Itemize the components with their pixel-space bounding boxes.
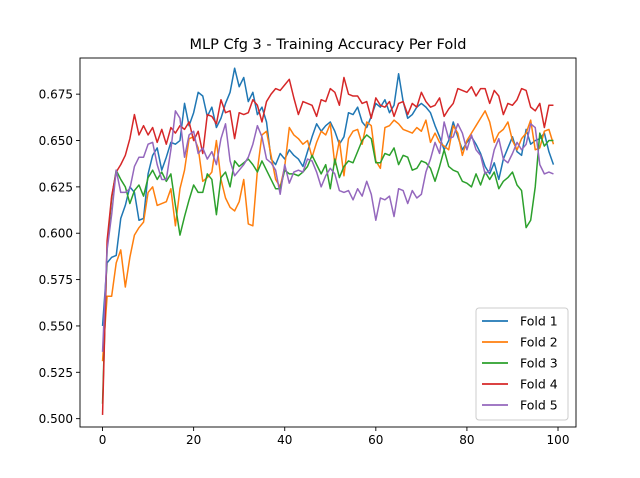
series-line-fold-4 (101, 76, 554, 415)
y-tick-label: 0.575 (39, 273, 73, 287)
series-line-fold-3 (101, 132, 554, 404)
x-axis: 0 20 40 60 80 100 (99, 427, 570, 447)
x-tick-label: 80 (459, 433, 474, 447)
y-axis: 0.500 0.525 0.550 0.575 0.600 0.625 0.650 0.675 (39, 88, 80, 426)
x-tick-label: 20 (186, 433, 201, 447)
legend-label-fold-2: Fold 2 (520, 335, 558, 350)
legend-label-fold-1: Fold 1 (520, 314, 558, 329)
x-tick-label: 60 (368, 433, 383, 447)
legend-label-fold-4: Fold 4 (520, 377, 558, 392)
chart-title: MLP Cfg 3 - Training Accuracy Per Fold (190, 37, 467, 53)
series-line-fold-2 (101, 110, 555, 362)
y-tick-label: 0.675 (39, 88, 73, 102)
y-tick-label: 0.550 (39, 319, 73, 333)
series-line-fold-5 (101, 110, 554, 352)
series-line-fold-1 (101, 67, 555, 326)
axes-frame (79, 57, 577, 428)
x-tick-label: 40 (277, 433, 292, 447)
y-tick-label: 0.500 (39, 412, 73, 426)
legend-label-fold-3: Fold 3 (520, 356, 558, 371)
y-tick-label: 0.625 (39, 180, 73, 194)
x-tick-label: 0 (99, 433, 107, 447)
legend-label-fold-5: Fold 5 (520, 398, 558, 413)
y-tick-label: 0.525 (39, 366, 73, 380)
plot-lines (101, 67, 555, 415)
legend: Fold 1 Fold 2 Fold 3 Fold 4 Fold 5 (475, 307, 569, 421)
x-tick-label: 100 (547, 433, 570, 447)
y-tick-label: 0.600 (39, 227, 73, 241)
legend-box (475, 307, 569, 421)
y-tick-label: 0.650 (39, 134, 73, 148)
